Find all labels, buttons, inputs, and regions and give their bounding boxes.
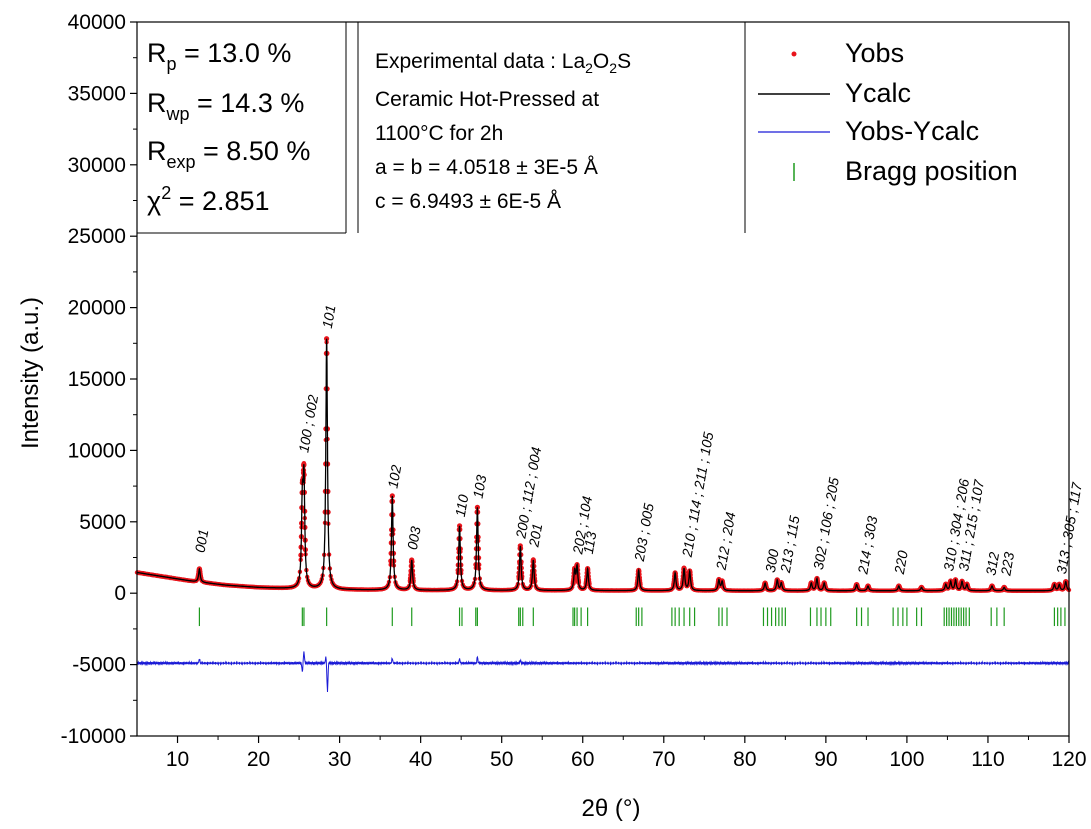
y-axis-title: Intensity (a.u.) <box>17 297 44 449</box>
x-tick-label: 100 <box>889 748 924 771</box>
legend-yobs-marker <box>791 51 797 57</box>
peak-label: 100 ; 002 <box>295 393 321 453</box>
fit-stat: Rexp = 8.50 % <box>147 136 310 172</box>
y-tick-label: 5000 <box>79 511 126 534</box>
ycalc-line <box>137 338 1070 592</box>
fit-stat: Rwp = 14.3 % <box>147 88 304 124</box>
y-tick-label: 10000 <box>68 439 126 462</box>
legend: Yobs Ycalc Yobs-Ycalc Bragg position <box>758 38 1018 186</box>
peak-label: 212 ; 204 <box>713 510 739 571</box>
fit-stat: Rp = 13.0 % <box>147 38 291 74</box>
y-tick-label: 20000 <box>68 297 126 320</box>
peak-label: 103 <box>470 474 490 500</box>
info-line-4: a = b = 4.0518 ± 3E-5 Å <box>375 156 598 179</box>
y-axis-ticks: -10000 -5000 0 5000 10000 15000 20000 25000 3000… <box>61 11 137 748</box>
y-tick-label: 35000 <box>68 82 126 105</box>
yobs-ycalc-line <box>136 651 1070 693</box>
x-tick-label: 80 <box>733 748 756 771</box>
x-tick-label: 30 <box>328 748 351 771</box>
info-line-3: 1100°C for 2h <box>375 122 503 145</box>
peak-label: 223 <box>997 551 1017 578</box>
x-tick-label: 70 <box>652 748 675 771</box>
observed-points <box>134 336 1072 593</box>
peak-label: 302 ; 106 ; 205 <box>810 476 842 571</box>
x-tick-label: 90 <box>814 748 837 771</box>
stats-box: Rp = 13.0 % Rwp = 14.3 % Rexp = 8.50 % χ2 =… <box>137 22 347 234</box>
fit-stat: χ2 = 2.851 <box>147 183 270 216</box>
x-tick-label: 60 <box>571 748 594 771</box>
legend-label: Bragg position <box>845 156 1018 186</box>
peak-label: 214 ; 303 <box>854 515 880 576</box>
peak-label: 101 <box>319 304 339 330</box>
x-tick-label: 120 <box>1051 748 1086 771</box>
y-tick-label: -5000 <box>72 654 126 677</box>
y-tick-label: 0 <box>114 582 126 605</box>
peak-label: 113 <box>580 530 600 555</box>
x-tick-label: 50 <box>490 748 513 771</box>
x-tick-label: 110 <box>971 748 1004 771</box>
peak-label: 203 ; 005 <box>631 502 657 563</box>
y-tick-label: 30000 <box>68 154 126 177</box>
legend-label: Yobs-Ycalc <box>845 116 979 146</box>
peak-label: 003 <box>404 525 424 551</box>
peak-label: 102 <box>384 464 404 490</box>
y-tick-label: 40000 <box>68 11 126 34</box>
fit-statistics: Rp = 13.0 % Rwp = 14.3 % Rexp = 8.50 % χ2 =… <box>147 38 310 216</box>
difference-curve <box>136 651 1070 693</box>
peak-label: 220 <box>891 549 911 576</box>
y-tick-label: -10000 <box>61 725 126 748</box>
info-line-1: Experimental data : La2O2S <box>375 50 631 76</box>
x-tick-label: 20 <box>247 748 270 771</box>
y-tick-label: 25000 <box>68 225 126 248</box>
info-box: Experimental data : La2O2S Ceramic Hot-P… <box>357 22 746 233</box>
x-tick-label: 10 <box>166 748 189 771</box>
legend-label: Yobs <box>845 38 904 68</box>
peak-label: 201 <box>525 522 545 549</box>
x-tick-label: 40 <box>409 748 432 771</box>
info-line-2: Ceramic Hot-Pressed at <box>375 88 599 111</box>
x-axis-ticks: 10 20 30 40 50 60 70 80 90 100 110 120 <box>166 736 1087 771</box>
peak-label: 210 ; 114 ; 211 ; 105 <box>679 431 717 559</box>
bragg-positions <box>198 607 1066 627</box>
info-line-5: c = 6.9493 ± 6E-5 Å <box>375 190 561 213</box>
calculated-curve <box>137 338 1070 592</box>
legend-label: Ycalc <box>845 78 911 108</box>
peak-label: 110 <box>452 493 472 518</box>
x-axis-title: 2θ (°) <box>582 795 641 822</box>
peak-label: 001 <box>192 528 212 554</box>
y-tick-label: 15000 <box>68 368 126 391</box>
peak-label: 213 ; 115 <box>777 514 803 574</box>
